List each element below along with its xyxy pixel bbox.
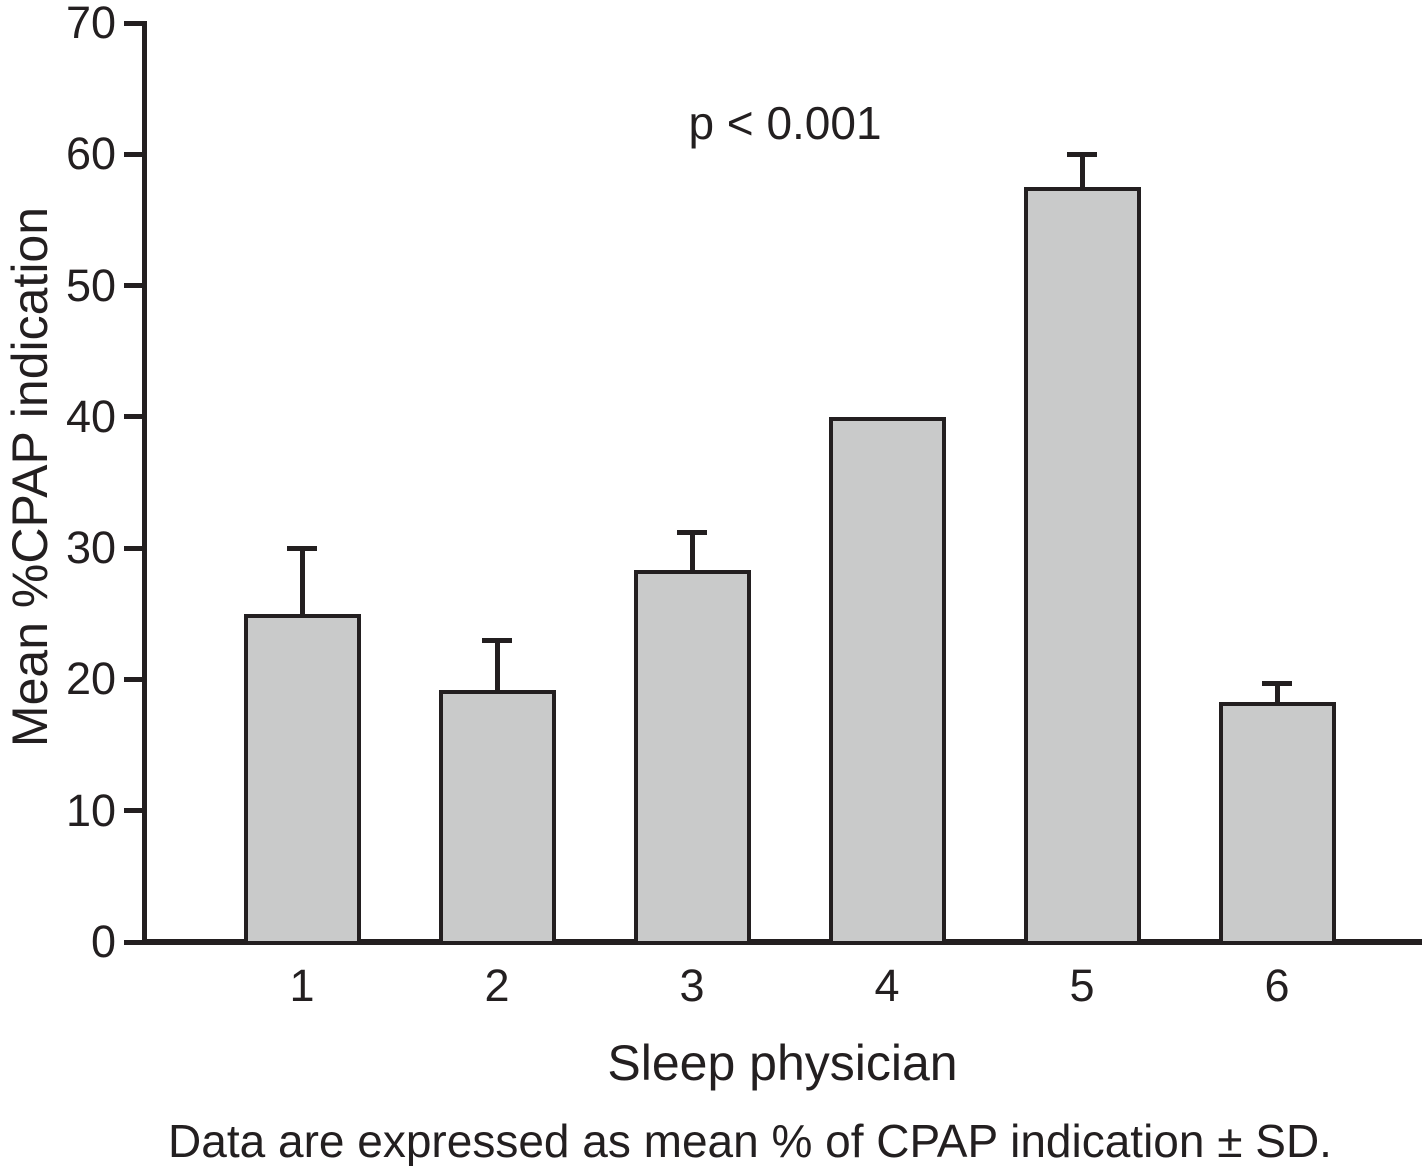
error-bar-stem-6 bbox=[1274, 683, 1280, 702]
y-tick-mark bbox=[124, 939, 145, 945]
y-tick-label: 40 bbox=[65, 390, 116, 442]
bar-physician-2 bbox=[438, 689, 556, 945]
bar-physician-4 bbox=[828, 416, 946, 945]
error-bar-stem-2 bbox=[494, 640, 500, 690]
y-tick-label: 60 bbox=[65, 128, 116, 180]
bar-physician-5 bbox=[1023, 187, 1141, 945]
y-tick-label: 50 bbox=[65, 259, 116, 311]
y-tick-mark bbox=[124, 414, 145, 420]
y-tick-label: 20 bbox=[65, 653, 116, 705]
y-tick-label: 0 bbox=[90, 916, 116, 967]
y-tick-mark bbox=[124, 20, 145, 26]
x-axis-line bbox=[142, 939, 1422, 945]
y-tick-mark bbox=[124, 808, 145, 814]
x-axis-title: Sleep physician bbox=[607, 1035, 958, 1091]
error-bar-cap-2 bbox=[482, 637, 512, 643]
x-tick-label-4: 4 bbox=[874, 960, 900, 1011]
error-bar-cap-1 bbox=[287, 545, 317, 551]
x-tick-label-2: 2 bbox=[484, 960, 510, 1011]
error-bar-stem-3 bbox=[689, 532, 695, 571]
x-tick-label-3: 3 bbox=[679, 960, 705, 1011]
y-tick-mark bbox=[124, 283, 145, 289]
bar-physician-6 bbox=[1218, 701, 1336, 945]
bar-physician-1 bbox=[243, 613, 361, 945]
y-tick-label: 30 bbox=[65, 522, 116, 574]
error-bar-cap-5 bbox=[1067, 151, 1097, 157]
p-value-annotation: p < 0.001 bbox=[688, 97, 882, 149]
error-bar-cap-3 bbox=[677, 529, 707, 535]
x-tick-label-1: 1 bbox=[289, 960, 315, 1011]
x-tick-label-6: 6 bbox=[1264, 960, 1290, 1011]
figure-caption: Data are expressed as mean % of CPAP ind… bbox=[168, 1115, 1332, 1166]
error-bar-stem-1 bbox=[299, 548, 305, 614]
y-tick-label: 10 bbox=[65, 784, 116, 836]
error-bar-stem-5 bbox=[1079, 154, 1085, 188]
y-axis-line bbox=[142, 21, 147, 944]
x-tick-label-5: 5 bbox=[1069, 960, 1095, 1011]
y-tick-label: 70 bbox=[65, 0, 116, 48]
y-tick-mark bbox=[124, 676, 145, 682]
error-bar-cap-6 bbox=[1262, 680, 1292, 686]
bar-physician-3 bbox=[633, 570, 751, 945]
y-tick-mark bbox=[124, 545, 145, 551]
y-tick-mark bbox=[124, 151, 145, 157]
